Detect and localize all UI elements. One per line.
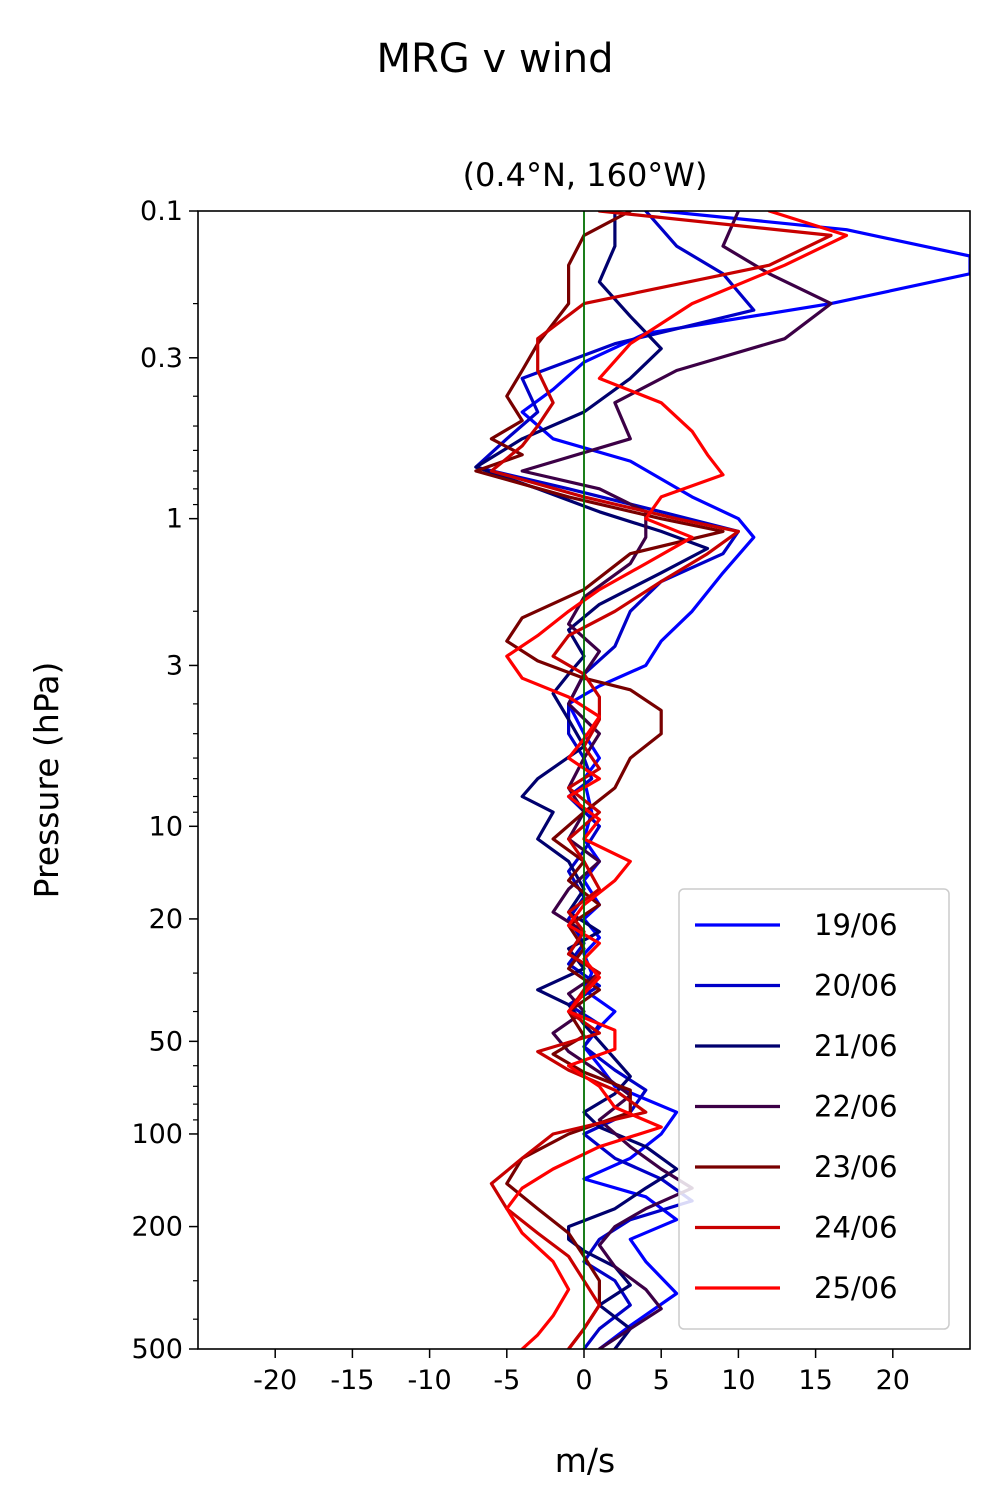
y-tick-label: 200 — [131, 1212, 183, 1243]
y-tick-label: 1 — [166, 504, 183, 535]
legend: 19/06 20/06 21/06 22/06 23/06 24/06 25/06 — [678, 888, 950, 1330]
legend-label: 19/06 — [814, 908, 898, 942]
x-tick-label: -10 — [408, 1365, 452, 1396]
x-tick-label: -5 — [493, 1365, 520, 1396]
x-tick-label: 5 — [653, 1365, 670, 1396]
y-axis-label: Pressure (hPa) — [27, 662, 66, 899]
series-line-25-06 — [505, 211, 849, 1349]
chart-suptitle: MRG v wind — [377, 36, 614, 82]
x-tick-label: 10 — [721, 1365, 755, 1396]
y-tick-label: 10 — [149, 811, 183, 842]
y-tick-label: 20 — [149, 904, 183, 935]
y-tick-label: 100 — [131, 1119, 183, 1150]
y-tick-label: 50 — [149, 1026, 183, 1057]
legend-label: 21/06 — [814, 1029, 898, 1063]
legend-label: 24/06 — [814, 1211, 898, 1245]
series-group — [474, 211, 970, 1349]
x-axis-label: m/s — [555, 1441, 615, 1480]
series-line-24-06 — [489, 211, 833, 1349]
y-tick-label: 0.1 — [140, 196, 183, 227]
x-tick-label: -20 — [253, 1365, 297, 1396]
y-tick-label: 3 — [166, 650, 183, 681]
series-line-21-06 — [474, 211, 710, 1349]
plot-area: -20 -15 -10 -5 0 5 10 15 20 0.1 0.3 1 3 10 20 50 100 200 5… — [131, 196, 971, 1396]
legend-label: 25/06 — [814, 1271, 898, 1305]
y-tick-label: 500 — [131, 1334, 183, 1365]
legend-box — [678, 888, 950, 1330]
x-tick-label: 0 — [575, 1365, 592, 1396]
legend-label: 22/06 — [814, 1090, 898, 1124]
x-tick-label: 20 — [876, 1365, 910, 1396]
y-tick-label: 0.3 — [140, 343, 183, 374]
x-tick-label: 15 — [798, 1365, 832, 1396]
series-line-22-06 — [520, 211, 833, 1349]
legend-label: 23/06 — [814, 1150, 898, 1184]
chart-title: (0.4°N, 160°W) — [463, 156, 708, 194]
x-tick-label: -15 — [330, 1365, 374, 1396]
legend-label: 20/06 — [814, 969, 898, 1003]
